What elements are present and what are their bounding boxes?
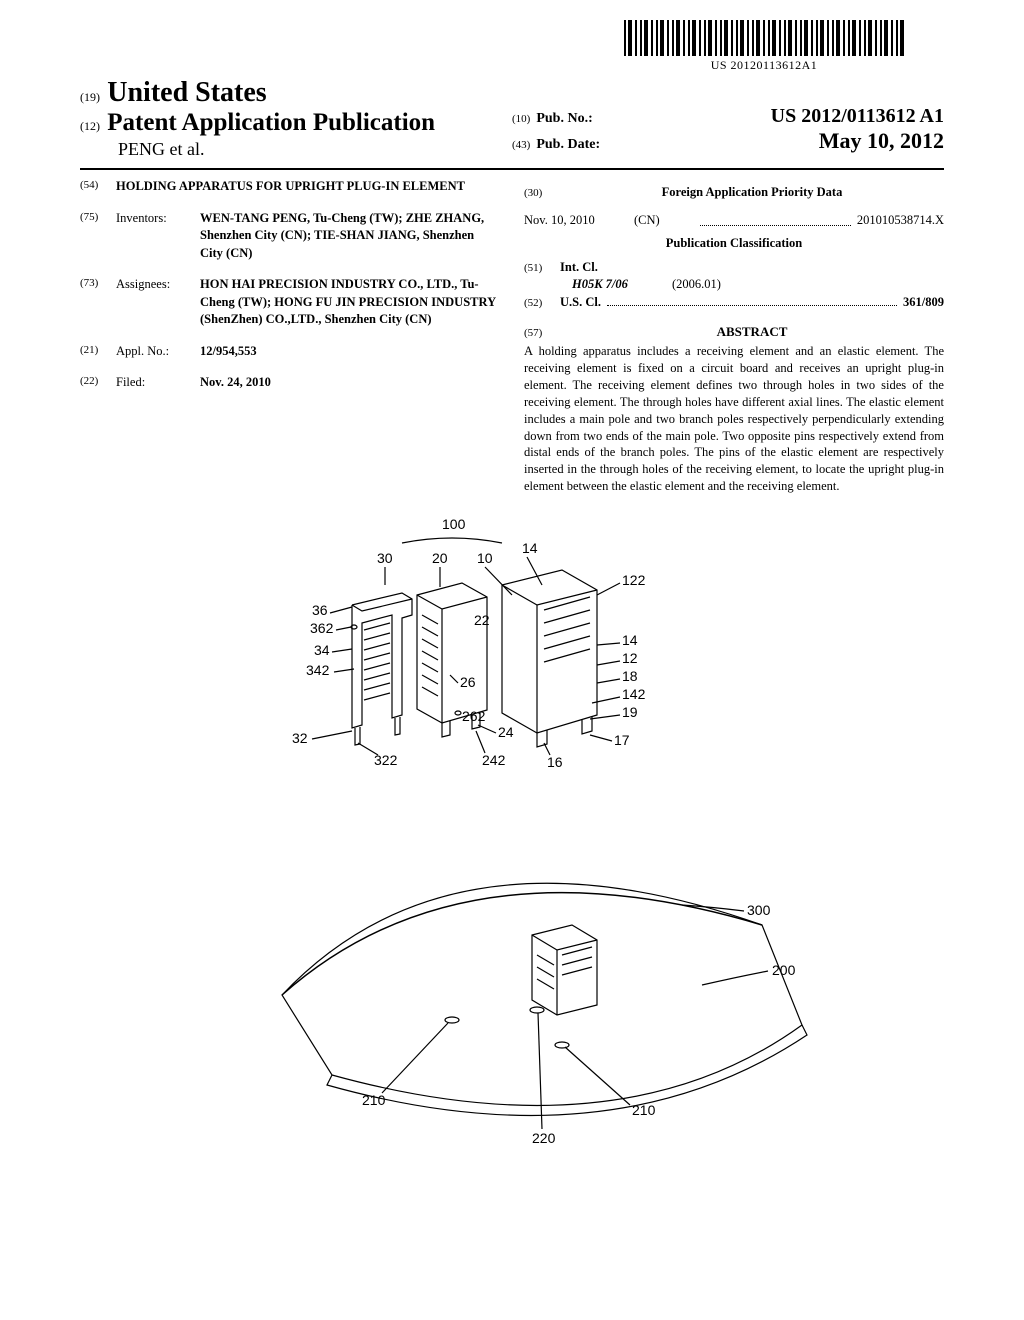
code-57: (57) bbox=[524, 326, 560, 341]
code-73: (73) bbox=[80, 276, 116, 329]
fig-label-20: 20 bbox=[432, 550, 448, 566]
left-column: (54) HOLDING APPARATUS FOR UPRIGHT PLUG-… bbox=[80, 178, 500, 495]
foreign-date: Nov. 10, 2010 bbox=[524, 212, 634, 230]
fig-label-242: 242 bbox=[482, 752, 506, 768]
assignees-row: (73) Assignees: HON HAI PRECISION INDUST… bbox=[80, 276, 500, 329]
fig-label-22: 22 bbox=[474, 612, 490, 628]
foreign-entry: Nov. 10, 2010 (CN) 201010538714.X bbox=[524, 212, 944, 230]
foreign-country: (CN) bbox=[634, 212, 694, 230]
barcode-stripes bbox=[624, 20, 904, 56]
fig-label-14a: 14 bbox=[522, 540, 538, 556]
fig-label-122: 122 bbox=[622, 572, 646, 588]
doctype-title: Patent Application Publication bbox=[107, 109, 435, 136]
fig-label-200: 200 bbox=[772, 962, 796, 978]
patent-figure: 100 30 20 10 14 bbox=[202, 515, 822, 1155]
fig-label-342: 342 bbox=[306, 662, 330, 678]
applno-value: 12/954,553 bbox=[200, 343, 500, 361]
uscl-value: 361/809 bbox=[903, 294, 944, 312]
fig-label-18: 18 bbox=[622, 668, 638, 684]
authors-line: PENG et al. bbox=[118, 139, 512, 160]
fig-label-16: 16 bbox=[547, 754, 563, 770]
code-19: (19) bbox=[80, 90, 100, 104]
fig-label-142: 142 bbox=[622, 686, 646, 702]
abstract-heading: ABSTRACT bbox=[560, 323, 944, 341]
fig-label-14b: 14 bbox=[622, 632, 638, 648]
invention-title: HOLDING APPARATUS FOR UPRIGHT PLUG-IN EL… bbox=[116, 178, 500, 196]
figure-area: 100 30 20 10 14 bbox=[80, 515, 944, 1155]
applno-label: Appl. No.: bbox=[116, 343, 200, 361]
fig-label-210b: 210 bbox=[632, 1102, 656, 1118]
abstract-text: A holding apparatus includes a receiving… bbox=[524, 343, 944, 495]
fig-label-300: 300 bbox=[747, 902, 771, 918]
intcl-class: H05K 7/06 bbox=[572, 276, 672, 294]
code-22: (22) bbox=[80, 374, 116, 392]
pubno-value: US 2012/0113612 A1 bbox=[771, 105, 944, 128]
intcl-year: (2006.01) bbox=[672, 276, 721, 294]
receiving-element bbox=[502, 570, 597, 747]
bibliographic-columns: (54) HOLDING APPARATUS FOR UPRIGHT PLUG-… bbox=[80, 178, 944, 495]
inventors-row: (75) Inventors: WEN-TANG PENG, Tu-Cheng … bbox=[80, 210, 500, 263]
foreign-priority-row: (30) Foreign Application Priority Data bbox=[524, 178, 944, 208]
header-block: (19) United States (12) Patent Applicati… bbox=[80, 77, 944, 170]
abstract-row: (57) ABSTRACT bbox=[524, 317, 944, 343]
assembled-holder bbox=[532, 925, 597, 1015]
pubdate-value: May 10, 2012 bbox=[819, 128, 944, 154]
fig-label-100: 100 bbox=[442, 516, 466, 532]
code-54: (54) bbox=[80, 178, 116, 196]
applno-row: (21) Appl. No.: 12/954,553 bbox=[80, 343, 500, 361]
applno-text: 12/954,553 bbox=[200, 344, 257, 358]
barcode-region: US 20120113612A1 bbox=[80, 20, 944, 73]
code-12: (12) bbox=[80, 119, 100, 133]
filed-label: Filed: bbox=[116, 374, 200, 392]
elastic-element bbox=[352, 593, 412, 745]
barcode-text: US 20120113612A1 bbox=[624, 58, 904, 73]
fig-label-17: 17 bbox=[614, 732, 630, 748]
code-52: (52) bbox=[524, 296, 560, 311]
intcl-label: Int. Cl. bbox=[560, 260, 598, 274]
assignees-text: HON HAI PRECISION INDUSTRY CO., LTD., Tu… bbox=[200, 277, 496, 326]
fig-label-220: 220 bbox=[532, 1130, 556, 1146]
country-title: United States bbox=[107, 77, 266, 108]
intcl-row: (51) Int. Cl. H05K 7/06 (2006.01) bbox=[524, 259, 944, 294]
code-10: (10) bbox=[512, 113, 530, 125]
fig-label-24: 24 bbox=[498, 724, 514, 740]
fig-label-34: 34 bbox=[314, 642, 330, 658]
inventors-text: WEN-TANG PENG, Tu-Cheng (TW); ZHE ZHANG,… bbox=[200, 211, 484, 260]
code-75: (75) bbox=[80, 210, 116, 263]
pubno-label: Pub. No.: bbox=[536, 111, 592, 127]
title-row: (54) HOLDING APPARATUS FOR UPRIGHT PLUG-… bbox=[80, 178, 500, 196]
fig-label-32: 32 bbox=[292, 730, 308, 746]
fig-label-210a: 210 bbox=[362, 1092, 386, 1108]
right-column: (30) Foreign Application Priority Data N… bbox=[524, 178, 944, 495]
dots-leader bbox=[700, 212, 851, 227]
fig-label-362: 362 bbox=[310, 620, 334, 636]
fig-label-19: 19 bbox=[622, 704, 638, 720]
fig-label-30: 30 bbox=[377, 550, 393, 566]
inventors-label: Inventors: bbox=[116, 210, 200, 263]
fig-label-262: 262 bbox=[462, 708, 486, 724]
pubdate-label: Pub. Date: bbox=[536, 137, 600, 153]
filed-row: (22) Filed: Nov. 24, 2010 bbox=[80, 374, 500, 392]
fig-label-12: 12 bbox=[622, 650, 638, 666]
filed-value: Nov. 24, 2010 bbox=[200, 374, 500, 392]
fig-label-10: 10 bbox=[477, 550, 493, 566]
uscl-label: U.S. Cl. bbox=[560, 294, 601, 312]
fig-label-36: 36 bbox=[312, 602, 328, 618]
code-30: (30) bbox=[524, 186, 560, 201]
code-21: (21) bbox=[80, 343, 116, 361]
inventors-value: WEN-TANG PENG, Tu-Cheng (TW); ZHE ZHANG,… bbox=[200, 210, 500, 263]
foreign-appnum: 201010538714.X bbox=[857, 212, 944, 230]
fig-label-26: 26 bbox=[460, 674, 476, 690]
circuit-board bbox=[282, 883, 807, 1115]
filed-text: Nov. 24, 2010 bbox=[200, 375, 271, 389]
assignees-label: Assignees: bbox=[116, 276, 200, 329]
code-51: (51) bbox=[524, 261, 560, 276]
foreign-heading: Foreign Application Priority Data bbox=[560, 184, 944, 202]
pubclass-heading: Publication Classification bbox=[524, 235, 944, 253]
assignees-value: HON HAI PRECISION INDUSTRY CO., LTD., Tu… bbox=[200, 276, 500, 329]
code-43: (43) bbox=[512, 139, 530, 151]
uscl-row: (52) U.S. Cl. 361/809 bbox=[524, 294, 944, 312]
dots-leader bbox=[607, 305, 897, 306]
